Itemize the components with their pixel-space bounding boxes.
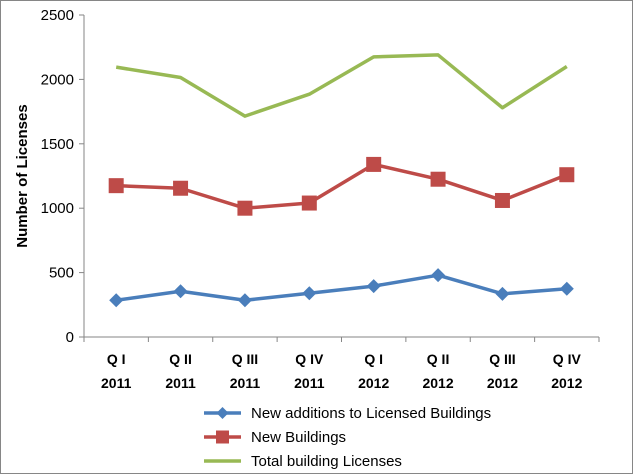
data-point <box>430 171 446 187</box>
data-point <box>431 268 446 283</box>
x-tick-label: Q I 2011 <box>101 351 132 391</box>
data-point <box>173 284 188 299</box>
legend-marker <box>216 430 229 444</box>
data-point <box>366 156 382 172</box>
data-point <box>108 178 124 194</box>
data-point <box>559 281 574 296</box>
x-tick-labels: Q I 2011 Q II 2011 Q III 2011 Q IV 2011 Q I 2012 Q… <box>101 351 583 391</box>
legend-item: New Buildings <box>204 429 346 446</box>
x-tick-label: Q I 2012 <box>358 351 389 391</box>
y-tick-label: 2500 <box>41 7 74 24</box>
y-tick-label: 1000 <box>41 200 74 217</box>
series-lines <box>108 53 575 308</box>
data-point <box>237 200 253 216</box>
series-2 <box>115 53 568 118</box>
legend: New additions to Licensed Buildings New B… <box>204 405 491 470</box>
legend-marker <box>216 407 229 419</box>
data-point <box>366 279 381 294</box>
data-point <box>237 293 252 308</box>
data-point <box>494 192 510 208</box>
x-tick-label: Q IV 2011 <box>294 351 325 391</box>
y-tick-label: 500 <box>49 265 74 282</box>
y-axis-title: Number of Licenses <box>14 104 31 247</box>
series-line <box>116 162 568 210</box>
series-line <box>115 53 568 118</box>
y-tick-label: 2000 <box>41 71 74 88</box>
legend-label: Total building Licenses <box>251 453 402 470</box>
x-tick-label: Q III 2012 <box>487 351 518 391</box>
legend-item: New additions to Licensed Buildings <box>204 405 491 422</box>
x-tick-label: Q II 2012 <box>422 351 453 391</box>
y-tick-label: 0 <box>66 329 74 346</box>
data-point <box>173 180 189 196</box>
data-point <box>495 286 510 301</box>
data-point <box>109 293 124 308</box>
axes <box>79 14 600 342</box>
legend-label: New Buildings <box>251 429 346 446</box>
data-point <box>302 286 317 301</box>
x-tick-label: Q III 2011 <box>230 351 261 391</box>
series-1 <box>108 156 575 216</box>
data-point <box>559 167 575 183</box>
series-line <box>115 273 567 303</box>
legend-item: Total building Licenses <box>204 453 402 470</box>
y-tick-label: 1500 <box>41 136 74 153</box>
y-tick-labels: 0 500 1000 1500 2000 2500 <box>41 7 74 346</box>
data-point <box>301 195 317 211</box>
legend-label: New additions to Licensed Buildings <box>251 405 491 422</box>
series-0 <box>109 268 574 308</box>
x-tick-label: Q IV 2012 <box>551 351 582 391</box>
x-tick-label: Q II 2011 <box>165 351 196 391</box>
